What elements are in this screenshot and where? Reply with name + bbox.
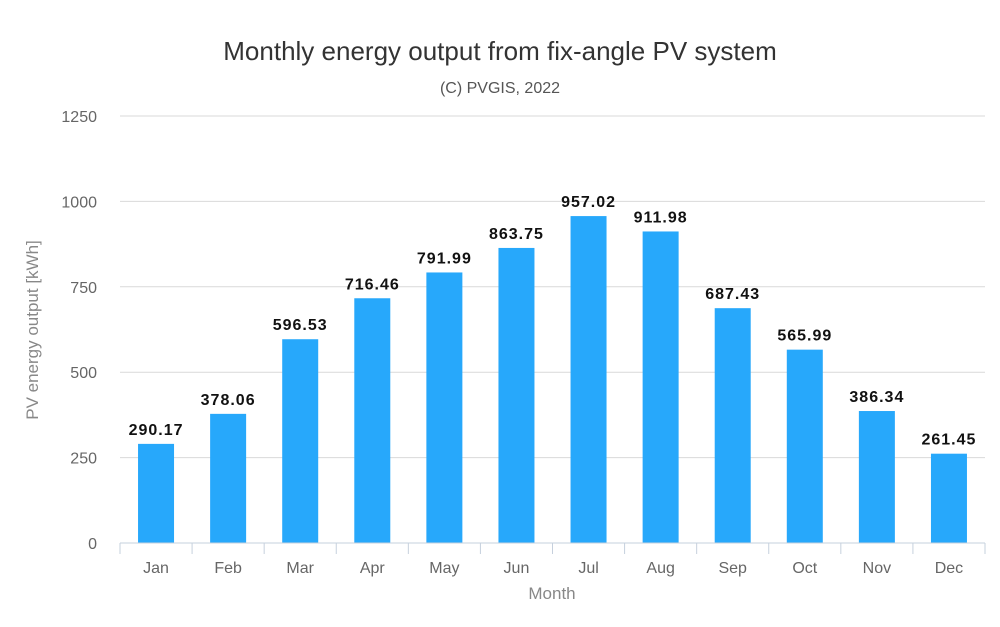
- y-tick-label: 1250: [61, 109, 97, 126]
- x-axis: Jan Feb Mar Apr May Jun Jul Aug Sep Oct Nov Dec: [119, 542, 986, 577]
- y-tick-label: 250: [70, 451, 97, 468]
- x-tick-label: May: [429, 560, 459, 577]
- bar-oct: [786, 349, 823, 543]
- x-tick-label: Feb: [214, 560, 242, 577]
- y-tick-label: 0: [88, 536, 97, 553]
- x-tick-label: Jun: [504, 560, 530, 577]
- bar-mar: [282, 339, 319, 543]
- x-tick-label: Jul: [578, 560, 598, 577]
- bar-aug: [642, 231, 679, 543]
- chart-subtitle: (C) PVGIS, 2022: [440, 80, 560, 97]
- data-label: 290.17: [129, 422, 184, 439]
- x-axis-label: Month: [528, 584, 575, 603]
- data-label: 378.06: [201, 392, 256, 409]
- y-tick-label: 500: [70, 365, 97, 382]
- x-tick-label: Aug: [646, 560, 674, 577]
- data-label: 565.99: [777, 328, 832, 345]
- y-axis-ticks: 0 250 500 750 1000 1250: [61, 109, 97, 553]
- y-tick-label: 750: [70, 280, 97, 297]
- data-label: 261.45: [921, 432, 976, 449]
- data-label: 911.98: [634, 209, 688, 226]
- bar-may: [426, 272, 463, 543]
- x-tick-label: Dec: [935, 560, 963, 577]
- bar-nov: [858, 411, 895, 543]
- bar-sep: [714, 308, 751, 543]
- bar-apr: [354, 298, 391, 543]
- data-label: 716.46: [345, 276, 400, 293]
- x-tick-label: Oct: [792, 560, 817, 577]
- y-tick-label: 1000: [61, 194, 97, 211]
- y-axis-label: PV energy output [kWh]: [23, 240, 42, 420]
- bar-jan: [138, 443, 175, 543]
- bar-jul: [570, 216, 607, 543]
- data-label: 596.53: [273, 317, 328, 334]
- chart-title: Monthly energy output from fix-angle PV …: [223, 36, 776, 66]
- x-tick-label: Apr: [360, 560, 386, 577]
- bar-dec: [930, 453, 967, 543]
- data-labels: 290.17 378.06 596.53 716.46 791.99 863.75 957.…: [129, 194, 976, 449]
- data-label: 863.75: [489, 226, 544, 243]
- bar-jun: [498, 247, 535, 543]
- data-label: 957.02: [561, 194, 616, 211]
- x-tick-label: Jan: [143, 560, 169, 577]
- bars: [138, 216, 967, 543]
- x-tick-label: Nov: [863, 560, 891, 577]
- gridlines: [120, 115, 985, 459]
- data-label: 687.43: [705, 286, 760, 303]
- data-label: 791.99: [417, 250, 472, 267]
- bar-feb: [210, 413, 247, 543]
- x-tick-label: Mar: [286, 560, 314, 577]
- data-label: 386.34: [849, 389, 904, 406]
- x-tick-label: Sep: [718, 560, 747, 577]
